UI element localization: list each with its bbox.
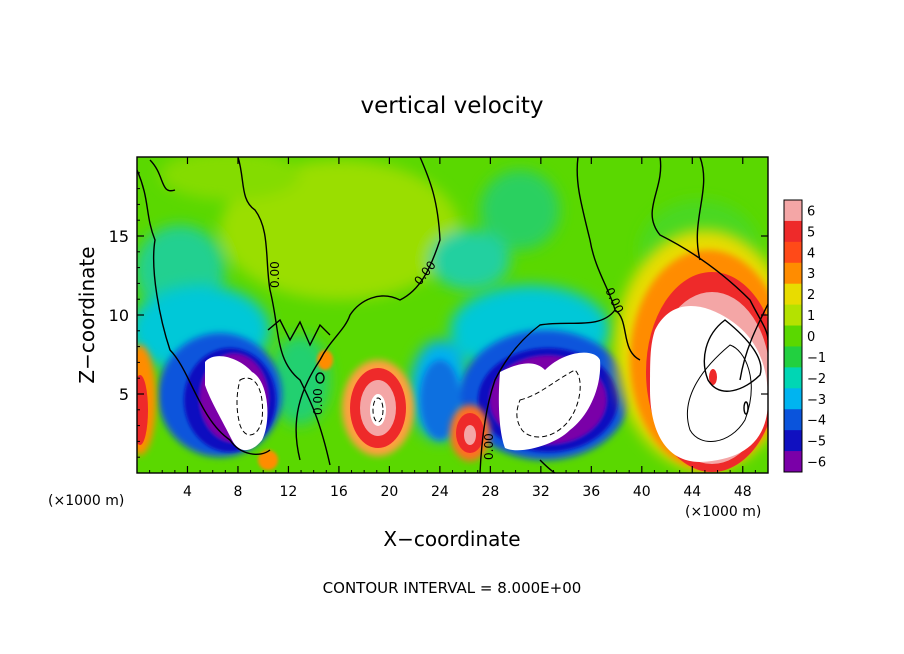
colorbar-swatch bbox=[784, 451, 802, 473]
colorbar-swatch bbox=[784, 325, 802, 347]
contour-label: 0.00 bbox=[482, 433, 496, 460]
colorbar-tick-label: −4 bbox=[807, 414, 826, 429]
colorbar-swatch bbox=[784, 241, 802, 264]
colorbar-swatch bbox=[784, 430, 802, 452]
colorbar-tick-label: 3 bbox=[807, 267, 815, 282]
x-tick-label: 40 bbox=[633, 484, 651, 500]
colorbar-swatch bbox=[784, 409, 802, 431]
colorbar-frame bbox=[783, 199, 803, 473]
colorbar-swatch bbox=[784, 304, 802, 327]
y-tick-label: 10 bbox=[109, 306, 129, 325]
colorbar: 6 5 4 3 2 1 0 −1 −2 −3 −4 −5 −6 bbox=[783, 199, 826, 473]
colorbar-swatch bbox=[784, 367, 802, 389]
contour-lines bbox=[137, 157, 768, 473]
colorbar-tick-label: 1 bbox=[807, 309, 815, 324]
colorbar-tick-label: −3 bbox=[807, 393, 826, 408]
contour-label: 0.00 bbox=[311, 388, 325, 415]
chart-title: vertical velocity bbox=[361, 93, 544, 119]
colorbar-swatch bbox=[784, 283, 802, 306]
x-tick-label: 32 bbox=[532, 484, 550, 500]
colorbar-tick-label: −1 bbox=[807, 351, 826, 366]
x-unit-left: (×1000 m) bbox=[48, 493, 124, 509]
x-tick-label: 44 bbox=[683, 484, 701, 500]
colorbar-tick-label: 4 bbox=[807, 246, 815, 261]
colorbar-tick-label: 0 bbox=[807, 330, 815, 345]
y-tick-label: 5 bbox=[119, 385, 129, 404]
y-tick-label: 15 bbox=[109, 227, 129, 246]
x-axis-label: X−coordinate bbox=[383, 527, 520, 551]
contour-interval-note: CONTOUR INTERVAL = 8.000E+00 bbox=[323, 579, 582, 597]
colorbar-swatch bbox=[784, 388, 802, 410]
dashed-contours bbox=[236, 369, 581, 438]
colorbar-tick-label: 5 bbox=[807, 225, 815, 240]
x-tick-label: 12 bbox=[280, 484, 298, 500]
x-tick-label: 36 bbox=[582, 484, 600, 500]
heatmap-field bbox=[137, 157, 768, 473]
colorbar-swatch bbox=[784, 200, 802, 222]
colorbar-swatch bbox=[784, 346, 802, 368]
x-tick-label: 48 bbox=[734, 484, 752, 500]
colorbar-tick-label: −6 bbox=[807, 456, 826, 471]
x-tick-label: 28 bbox=[481, 484, 499, 500]
colorbar-tick-label: 6 bbox=[807, 204, 815, 219]
colorbar-tick-label: −5 bbox=[807, 435, 826, 450]
contour-label: 0.00 bbox=[268, 261, 282, 288]
colorbar-tick-label: 2 bbox=[807, 288, 815, 303]
x-tick-label: 24 bbox=[431, 484, 449, 500]
x-tick-label: 20 bbox=[380, 484, 398, 500]
colorbar-swatch bbox=[784, 262, 802, 285]
y-axis-label: Z−coordinate bbox=[75, 246, 99, 383]
colorbar-swatch bbox=[784, 220, 802, 243]
x-tick-label: 8 bbox=[233, 484, 242, 500]
colorbar-tick-label: −2 bbox=[807, 372, 826, 387]
x-tick-label: 4 bbox=[183, 484, 192, 500]
x-tick-label: 16 bbox=[330, 484, 348, 500]
x-unit-right: (×1000 m) bbox=[685, 504, 761, 520]
